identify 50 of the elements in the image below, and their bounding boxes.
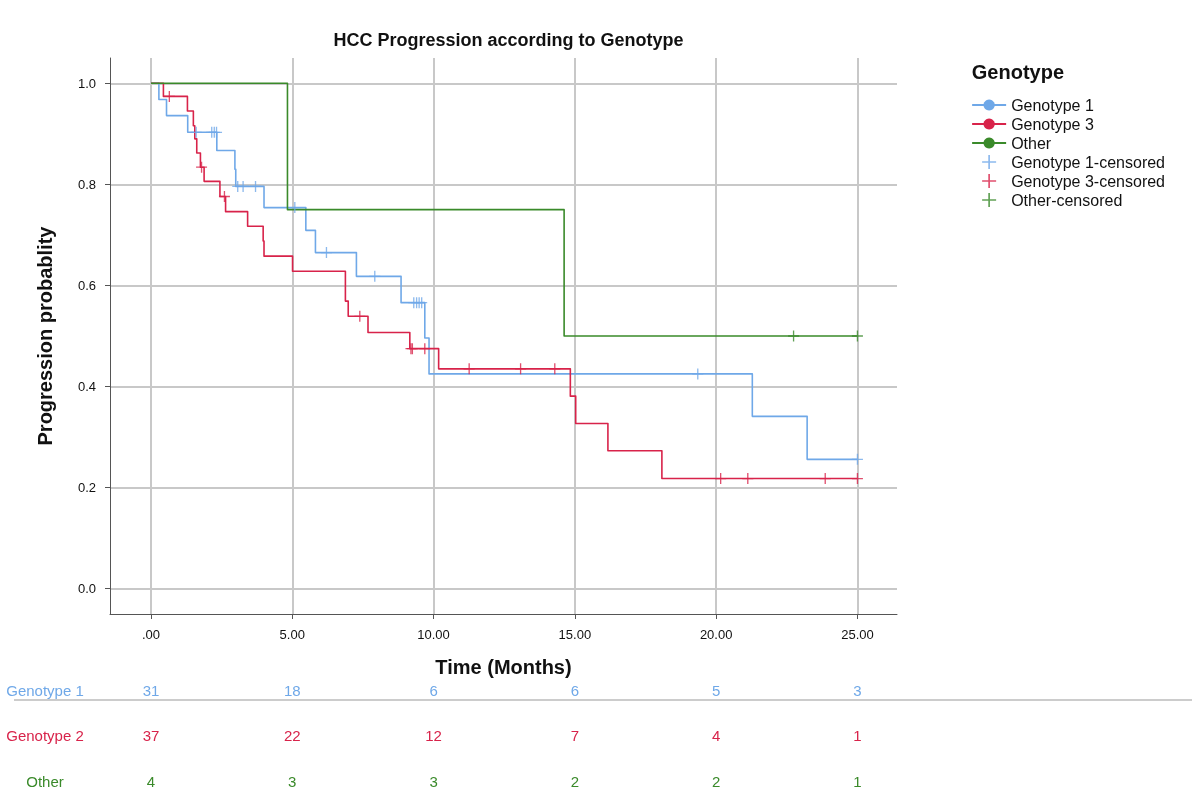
text: 5 [711, 681, 721, 699]
legend-label: Other-censored [1011, 191, 1123, 209]
point [549, 363, 561, 375]
legend-title: Genotype [971, 61, 1065, 83]
y-tick-label: 1.0 [77, 75, 96, 91]
y-tick-label: 0.8 [77, 176, 96, 192]
legend-label: Other [1011, 134, 1052, 152]
x-tick-label: 10.00 [417, 627, 450, 642]
legend-label: Genotype 1-censored [1011, 153, 1165, 171]
y-tick-label: 0.4 [77, 379, 96, 395]
point [515, 363, 527, 375]
text: 3 [853, 681, 862, 699]
chart-title: HCC Progression according to Genotype [333, 30, 684, 50]
text: 22 [283, 727, 301, 744]
x-tick-label: 25.00 [841, 627, 874, 642]
text: Genotype 1 [6, 681, 84, 699]
legend-label: Genotype 1 [1011, 96, 1094, 114]
point [692, 368, 704, 380]
text: 6 [570, 681, 580, 699]
legend-label: Genotype 3-censored [1011, 172, 1165, 190]
text: Other [26, 772, 64, 789]
point [237, 180, 249, 192]
text: 6 [429, 681, 438, 699]
x-tick-label: .00 [141, 627, 161, 642]
text: 1 [853, 772, 862, 789]
text: Genotype 2 [6, 727, 84, 744]
point [851, 330, 863, 342]
x-tick-label: 15.00 [558, 627, 592, 642]
text: 2 [570, 772, 580, 789]
x-tick-label: 5.00 [279, 627, 305, 642]
text: 31 [142, 681, 160, 699]
text: 1 [853, 727, 862, 744]
y-tick-label: 0.6 [77, 277, 96, 293]
text: 12 [425, 727, 442, 744]
point [788, 330, 800, 342]
point [463, 363, 475, 375]
y-axis-title: Progression probablity [34, 225, 56, 446]
text: 7 [570, 727, 580, 744]
text: 4 [146, 772, 156, 789]
x-axis-title: Time (Months) [435, 656, 572, 678]
text: 37 [142, 727, 160, 744]
text: 3 [288, 772, 297, 789]
x-tick-label: 20.00 [699, 627, 733, 642]
text: 3 [429, 772, 438, 789]
text: 4 [711, 727, 721, 744]
y-tick-label: 0.0 [77, 581, 96, 597]
legend-label: Genotype 3 [1011, 115, 1094, 133]
text: 18 [283, 681, 301, 699]
text: 2 [711, 772, 721, 789]
y-tick-label: 0.2 [77, 480, 96, 496]
